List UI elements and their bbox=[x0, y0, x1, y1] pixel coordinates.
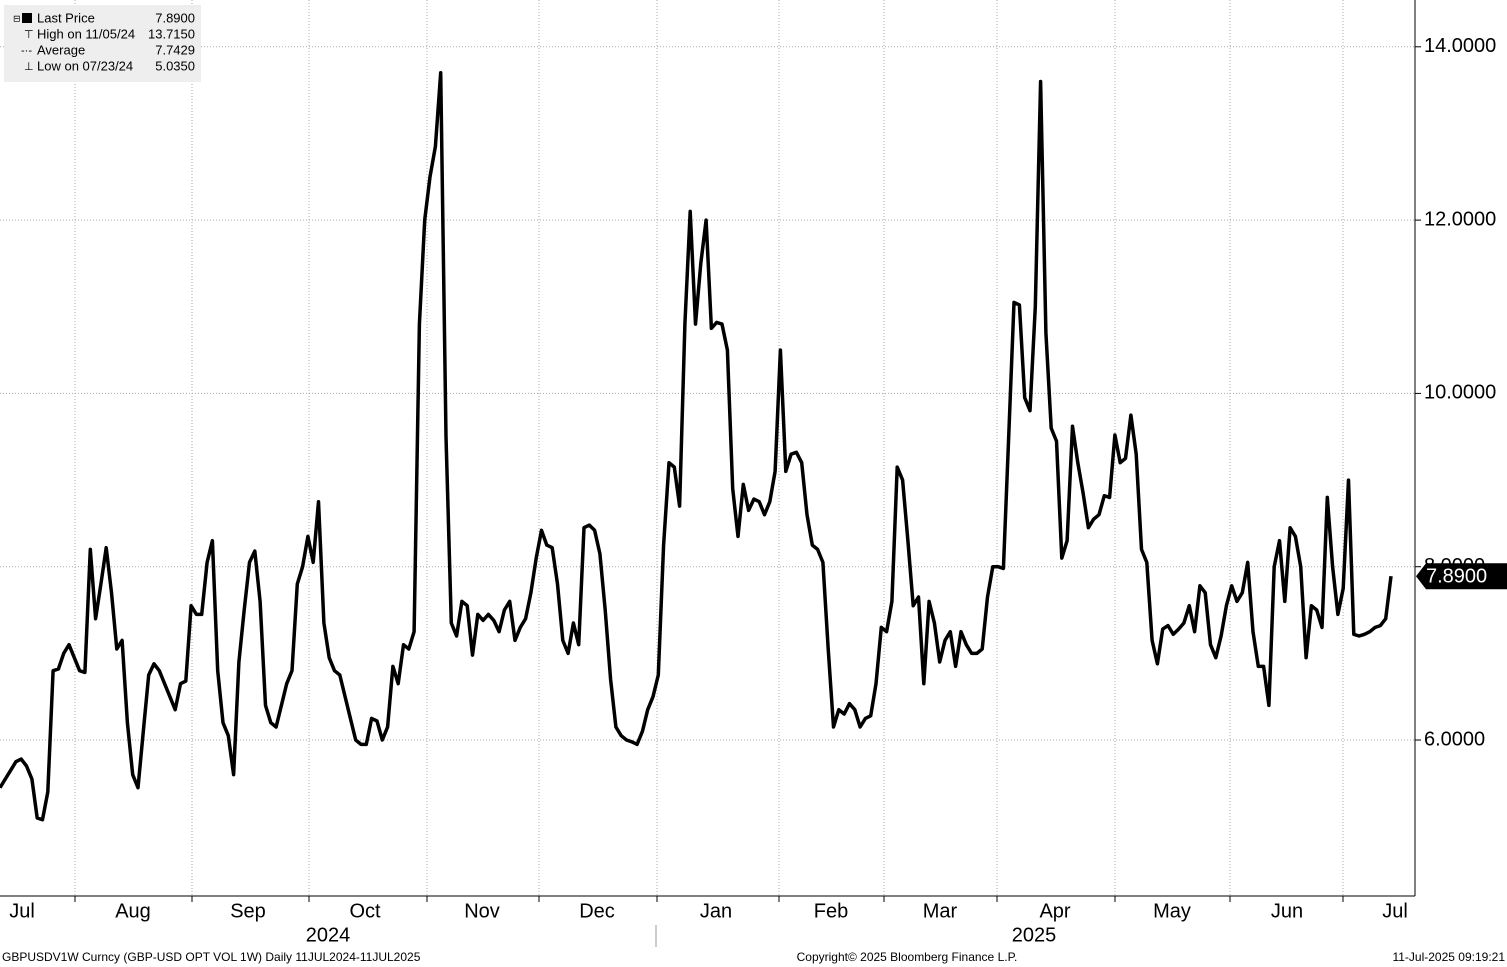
year-label: 2024 bbox=[306, 924, 351, 946]
legend-icon: -·- bbox=[21, 45, 32, 57]
legend-label: Last Price bbox=[37, 10, 95, 25]
legend-label: Low on 07/23/24 bbox=[37, 58, 133, 73]
x-tick-label: Oct bbox=[349, 900, 381, 922]
legend-swatch bbox=[22, 13, 32, 23]
last-price-label: 7.8900 bbox=[1426, 566, 1487, 588]
x-tick-label: Aug bbox=[115, 900, 151, 922]
legend-box bbox=[4, 5, 201, 82]
legend-value: 7.7429 bbox=[155, 42, 195, 57]
legend-label: High on 11/05/24 bbox=[37, 26, 135, 41]
year-label: 2025 bbox=[1012, 924, 1057, 946]
x-tick-label: May bbox=[1153, 900, 1191, 922]
legend-icon: ⊟ bbox=[13, 13, 21, 23]
x-tick-label: Jul bbox=[1382, 900, 1408, 922]
legend: ⊟ Last Price 7.8900 ⊤ High on 11/05/24 1… bbox=[4, 5, 201, 82]
x-tick-label: Jun bbox=[1271, 900, 1303, 922]
legend-icon: ⊥ bbox=[24, 61, 34, 73]
x-tick-label: Jan bbox=[700, 900, 732, 922]
legend-value: 5.0350 bbox=[155, 58, 195, 73]
plot-area bbox=[0, 0, 1415, 896]
y-tick-label: 6.0000 bbox=[1424, 728, 1485, 750]
x-tick-label: Feb bbox=[814, 900, 848, 922]
y-tick-label: 10.0000 bbox=[1424, 382, 1496, 404]
legend-label: Average bbox=[37, 42, 85, 57]
footer-center: Copyright© 2025 Bloomberg Finance L.P. bbox=[797, 950, 1018, 964]
price-line bbox=[0, 71, 1393, 822]
x-tick-label: Mar bbox=[923, 900, 958, 922]
x-tick-label: Nov bbox=[464, 900, 500, 922]
x-tick-label: Sep bbox=[230, 900, 266, 922]
x-tick-label: Jul bbox=[9, 900, 35, 922]
last-price-tag bbox=[1416, 563, 1507, 590]
legend-value: 13.7150 bbox=[148, 26, 195, 41]
footer-right: 11-Jul-2025 09:19:21 bbox=[1392, 950, 1505, 964]
y-tick-label: 14.0000 bbox=[1424, 35, 1496, 57]
legend-icon: ⊤ bbox=[24, 29, 34, 41]
labels: 6.00008.000010.000012.000014.0000JulAugS… bbox=[9, 35, 1507, 946]
footer-left: GBPUSDV1W Curncy (GBP-USD OPT VOL 1W) Da… bbox=[2, 950, 421, 964]
x-tick-label: Dec bbox=[579, 900, 615, 922]
series bbox=[0, 71, 1393, 822]
x-tick-label: Apr bbox=[1039, 900, 1070, 922]
y-tick-label: 12.0000 bbox=[1424, 208, 1496, 230]
legend-value: 7.8900 bbox=[155, 10, 195, 25]
